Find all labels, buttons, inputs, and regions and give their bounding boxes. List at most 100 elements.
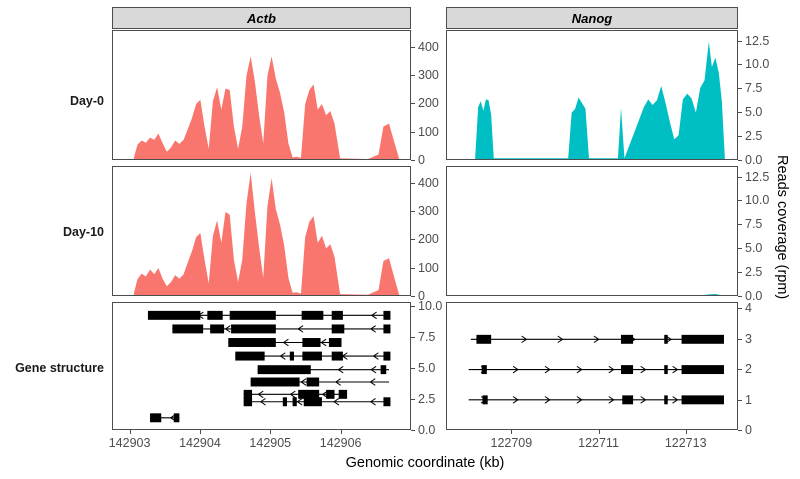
y-tick-mark — [738, 88, 742, 90]
panel-gene-structure-actb — [112, 302, 411, 430]
coverage-track-day0-actb — [133, 56, 400, 159]
y-tick-label: 4 — [745, 301, 752, 316]
y-tick-label: 400 — [418, 39, 439, 54]
facet-strip-actb-label: Actb — [247, 10, 276, 26]
y-tick-label: 10.0 — [745, 193, 770, 208]
y-tick-label: 12.5 — [745, 169, 770, 184]
panel-day10-nanog — [446, 166, 738, 296]
x-tick-label: 122709 — [490, 436, 533, 450]
y-tick-mark — [738, 369, 742, 371]
y-tick-mark — [738, 338, 742, 340]
x-tick-mark — [199, 430, 201, 434]
y-tick-label: 1 — [745, 392, 752, 407]
x-tick-label: 122711 — [578, 436, 619, 450]
y-tick-mark — [411, 305, 415, 307]
y-tick-mark — [738, 40, 742, 42]
x-tick-mark — [340, 430, 342, 434]
facet-strip-actb: Actb — [112, 7, 411, 29]
panel-gene-structure-nanog — [446, 302, 738, 430]
y-tick-mark — [411, 131, 415, 133]
row-label-day0: Day-0 — [69, 94, 104, 108]
y-tick-label: 300 — [418, 204, 439, 219]
y-tick-label: 10.0 — [745, 57, 770, 72]
y-tick-mark — [738, 136, 742, 138]
x-tick-label: 122713 — [664, 436, 707, 450]
gene-model-track-nanog — [468, 334, 724, 405]
facet-strip-nanog: Nanog — [446, 7, 738, 29]
coverage-track-day10-actb — [133, 172, 400, 295]
y-tick-mark — [738, 430, 742, 431]
x-tick-mark — [270, 430, 272, 434]
coverage-track-day0-nanog — [475, 41, 725, 159]
y-tick-label: 10.0 — [418, 298, 443, 313]
y-tick-mark — [411, 103, 415, 105]
y-tick-label: 5.0 — [745, 241, 763, 256]
y-tick-label: 200 — [418, 96, 439, 111]
y-tick-mark — [411, 239, 415, 241]
y-tick-label: 400 — [418, 175, 439, 190]
y-tick-label: 3 — [745, 331, 752, 346]
y-tick-label: 2.5 — [745, 265, 763, 280]
y-tick-label: 0.0 — [418, 423, 436, 437]
y-tick-label: 0 — [418, 153, 425, 167]
y-tick-label: 300 — [418, 68, 439, 83]
panel-day10-actb — [112, 166, 411, 296]
x-axis-actb: 142903 142904 142905 142906 — [109, 430, 411, 460]
y-axis-title: Reads coverage (rpm) — [774, 155, 790, 300]
x-tick-label: 142905 — [249, 436, 292, 450]
x-tick-mark — [511, 430, 513, 434]
y-tick-mark — [738, 160, 742, 161]
y-tick-label: 0.0 — [745, 153, 763, 167]
panel-day0-actb — [112, 30, 411, 160]
panel-day0-nanog — [446, 30, 738, 160]
y-tick-mark — [411, 46, 415, 48]
y-tick-mark — [411, 182, 415, 184]
y-tick-mark — [411, 75, 415, 77]
x-axis-nanog: 122709 122711 122713 — [446, 430, 738, 460]
inner-y-axis-actb: 0 100 200 300 400 0 100 200 300 400 0.0 2.5 5.0 7.5 10… — [411, 0, 447, 479]
y-tick-label: 5.0 — [745, 105, 763, 120]
y-tick-mark — [738, 296, 742, 297]
coverage-track-day10-nanog — [695, 294, 721, 295]
y-tick-mark — [411, 398, 415, 400]
y-tick-mark — [738, 224, 742, 226]
y-tick-label: 12.5 — [745, 33, 770, 48]
y-tick-label: 0 — [418, 289, 425, 303]
x-tick-mark — [129, 430, 131, 434]
y-tick-mark — [411, 430, 415, 431]
y-tick-mark — [411, 267, 415, 269]
y-tick-label: 0.0 — [745, 289, 763, 303]
y-tick-label: 7.5 — [745, 217, 763, 232]
gene-model-track-actb — [147, 310, 391, 423]
y-tick-mark — [411, 160, 415, 161]
y-tick-mark — [738, 112, 742, 114]
outer-y-axis-nanog: 0.0 2.5 5.0 7.5 10.0 12.5 0.0 2.5 5.0 7.5 10.0 12.5… — [738, 0, 778, 479]
y-tick-label: 100 — [418, 124, 439, 139]
y-tick-mark — [738, 399, 742, 401]
x-axis-title: Genomic coordinate (kb) — [345, 455, 505, 471]
x-tick-label: 142906 — [319, 436, 362, 450]
row-label-gene-structure: Gene structure — [15, 361, 104, 375]
y-tick-label: 5.0 — [418, 360, 436, 375]
y-tick-label: 100 — [418, 260, 439, 275]
y-tick-label: 2.5 — [745, 129, 763, 144]
x-tick-mark — [685, 430, 687, 434]
y-tick-mark — [411, 296, 415, 297]
y-tick-label: 7.5 — [418, 329, 436, 344]
y-tick-mark — [411, 211, 415, 213]
x-tick-label: 142903 — [108, 436, 151, 450]
facet-strip-nanog-label: Nanog — [571, 10, 613, 26]
y-tick-label: 200 — [418, 232, 439, 247]
row-label-day10: Day-10 — [63, 225, 104, 239]
y-tick-mark — [411, 336, 415, 338]
y-tick-mark — [738, 308, 742, 310]
y-tick-mark — [738, 200, 742, 202]
x-tick-label: 142904 — [179, 436, 221, 450]
y-tick-label: 0 — [745, 423, 752, 437]
y-tick-mark — [738, 248, 742, 250]
y-tick-mark — [738, 176, 742, 178]
y-tick-label: 2.5 — [418, 391, 436, 406]
y-tick-label: 7.5 — [745, 81, 763, 96]
y-tick-mark — [738, 272, 742, 274]
y-tick-mark — [738, 64, 742, 66]
